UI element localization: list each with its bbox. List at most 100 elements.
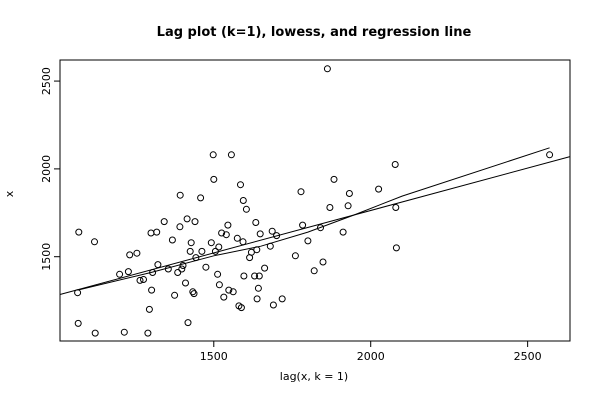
y-axis-label: x <box>3 190 16 197</box>
data-point <box>191 218 199 226</box>
data-point <box>133 249 141 257</box>
data-point <box>91 238 98 246</box>
plot-border <box>59 59 571 342</box>
data-point <box>546 151 554 159</box>
data-point <box>190 290 198 298</box>
data-point <box>242 205 250 213</box>
data-point <box>149 269 157 276</box>
x-tick-label: 2500 <box>514 350 542 363</box>
data-point <box>148 286 156 294</box>
data-point <box>251 272 259 280</box>
lowess-line <box>77 147 550 291</box>
data-point <box>240 272 248 280</box>
data-points <box>74 65 554 337</box>
data-point <box>252 219 260 226</box>
data-point <box>124 268 132 276</box>
data-point <box>254 284 262 292</box>
data-point <box>74 319 82 327</box>
data-point <box>145 305 153 313</box>
data-point <box>261 264 269 272</box>
data-point <box>344 202 352 210</box>
data-point <box>207 239 215 247</box>
data-point <box>225 286 233 294</box>
data-point <box>164 265 172 273</box>
data-point <box>153 228 161 236</box>
data-point <box>183 215 191 223</box>
data-point <box>239 197 247 204</box>
data-point <box>211 247 219 255</box>
data-point <box>392 244 400 252</box>
data-point <box>126 251 134 259</box>
data-point <box>229 288 237 296</box>
data-point <box>210 175 218 183</box>
data-point <box>319 258 327 266</box>
y-tick-label: 1500 <box>40 243 53 271</box>
data-point <box>189 288 197 296</box>
data-point <box>74 289 82 297</box>
y-tick-label: 2000 <box>40 155 53 183</box>
data-point <box>233 234 241 242</box>
data-point <box>253 246 261 254</box>
data-point <box>179 262 187 269</box>
data-point <box>222 231 230 239</box>
data-point <box>182 279 189 287</box>
data-point <box>224 221 232 229</box>
data-point <box>176 223 184 231</box>
data-point <box>91 329 99 337</box>
data-point <box>253 295 261 303</box>
data-point <box>187 239 195 247</box>
data-point <box>339 228 347 236</box>
data-point <box>255 272 263 280</box>
data-point <box>215 281 223 289</box>
y-axis: 1500 2000 2500 <box>40 67 60 271</box>
data-point <box>136 276 144 284</box>
data-point <box>214 270 222 278</box>
data-point <box>297 188 305 196</box>
data-point <box>192 254 200 262</box>
data-point <box>220 293 228 301</box>
x-tick-label: 1500 <box>200 350 228 363</box>
data-point <box>176 191 184 199</box>
data-point <box>178 265 186 273</box>
data-point <box>186 247 194 255</box>
data-point <box>168 236 176 244</box>
data-point <box>345 190 353 197</box>
data-point <box>323 65 331 73</box>
data-point <box>140 276 147 283</box>
data-point <box>197 194 205 202</box>
data-point <box>209 151 217 159</box>
data-point <box>273 232 281 240</box>
data-point <box>174 269 182 276</box>
data-point <box>278 295 286 303</box>
x-axis: 1500 2000 2500 <box>200 341 542 363</box>
data-point <box>392 204 400 211</box>
data-point <box>154 261 162 269</box>
data-point <box>237 304 245 312</box>
chart-title: Lag plot (k=1), lowess, and regression l… <box>157 25 472 40</box>
data-point <box>171 291 179 299</box>
y-tick-label: 2500 <box>40 67 53 95</box>
x-tick-label: 2000 <box>357 350 385 363</box>
data-point <box>120 328 128 336</box>
data-point <box>75 228 83 236</box>
data-point <box>266 242 274 250</box>
data-point <box>218 229 226 237</box>
data-point <box>310 267 318 275</box>
regression-line <box>59 156 571 295</box>
plot-frame <box>59 59 571 342</box>
x-axis-label: lag(x, k = 1) <box>280 370 348 383</box>
data-point <box>269 301 277 309</box>
data-point <box>237 181 244 189</box>
data-point <box>198 247 206 255</box>
data-point <box>291 252 299 260</box>
data-point <box>256 230 264 238</box>
data-point <box>147 229 155 237</box>
data-point <box>268 227 276 235</box>
data-point <box>116 270 124 278</box>
data-point <box>144 329 152 337</box>
data-point <box>160 218 168 226</box>
data-point <box>202 263 210 271</box>
data-point <box>304 237 312 245</box>
data-point <box>375 185 383 193</box>
